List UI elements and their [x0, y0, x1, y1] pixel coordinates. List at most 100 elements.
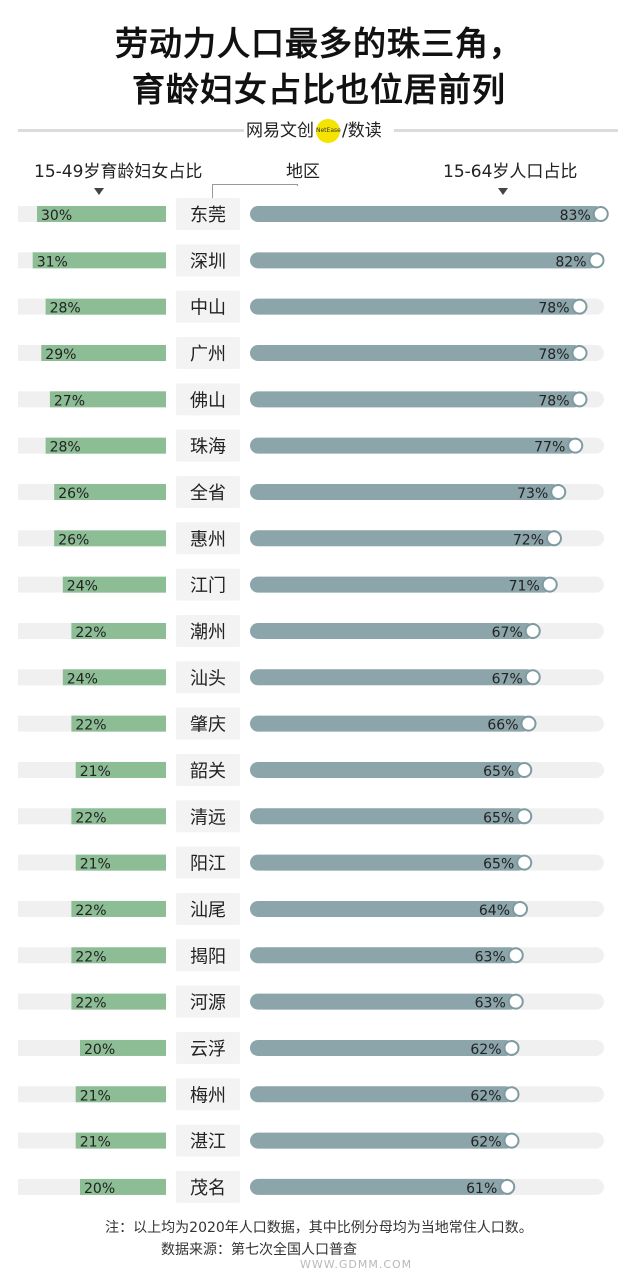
- left-bar-label: 28%: [50, 301, 81, 317]
- left-bar: [62, 576, 166, 593]
- right-bar-label: 77%: [534, 440, 565, 456]
- left-bar: [75, 761, 166, 778]
- right-bar: [250, 206, 603, 222]
- chart-area: 30% 东莞 83% 31% 深圳 82% 28% 中山 78% 29% 广州 78% 27% 佛山 78%…: [18, 198, 609, 1203]
- left-bar: [49, 391, 166, 408]
- right-bar-label: 62%: [470, 1088, 501, 1104]
- left-bar-label: 24%: [67, 579, 98, 595]
- right-bar-label: 67%: [492, 625, 523, 641]
- right-bar-end-marker: [512, 900, 528, 917]
- right-bar-label: 73%: [517, 486, 548, 502]
- right-bar-label: 72%: [513, 532, 544, 548]
- left-bar: [71, 808, 166, 825]
- footnote: 注：以上均为2020年人口数据，其中比例分母均为当地常住人口数。: [105, 1220, 533, 1236]
- right-bar: [250, 530, 556, 547]
- category-box: [176, 475, 240, 508]
- right-bar-label: 64%: [479, 903, 510, 919]
- left-bar: [80, 1039, 166, 1056]
- category-box: [176, 290, 240, 323]
- right-bar-end-marker: [516, 761, 533, 778]
- category-label: 云浮: [190, 1039, 226, 1060]
- left-bar: [71, 993, 166, 1010]
- left-bar: [32, 252, 167, 269]
- left-bar-label: 31%: [37, 254, 68, 270]
- right-bar: [250, 298, 582, 315]
- left-bar-label: 26%: [58, 532, 89, 548]
- category-box: [176, 846, 240, 879]
- right-bar-label: 82%: [555, 254, 586, 270]
- left-bar-label: 20%: [84, 1181, 115, 1197]
- category-label: 惠州: [190, 529, 226, 550]
- right-bar-end-marker: [520, 715, 537, 732]
- right-bar-label: 63%: [475, 949, 506, 965]
- left-bar: [54, 483, 167, 500]
- category-label: 梅州: [190, 1085, 226, 1106]
- chart-title-line1: 劳动力人口最多的珠三角，: [115, 24, 523, 63]
- left-bar: [71, 900, 166, 917]
- header-connector-tick: [297, 184, 298, 186]
- right-bar-end-marker: [524, 669, 541, 686]
- right-bar-label: 66%: [487, 718, 518, 734]
- right-bar-label: 62%: [470, 1135, 501, 1151]
- right-bar-label: 78%: [538, 393, 569, 409]
- right-bar-end-marker: [524, 622, 541, 639]
- right-bar-label: 65%: [483, 810, 514, 826]
- right-bar-label: 71%: [509, 579, 540, 595]
- category-box: [176, 383, 240, 416]
- category-box: [176, 336, 240, 369]
- left-bar: [37, 206, 166, 222]
- right-bar-label: 65%: [483, 764, 514, 780]
- header-connector-vertical: [212, 184, 213, 198]
- right-bar-end-marker: [571, 344, 588, 361]
- category-box: [176, 1170, 240, 1203]
- left-bar-label: 20%: [84, 1042, 115, 1058]
- right-bar: [250, 715, 531, 732]
- left-bar-label: 22%: [75, 996, 106, 1012]
- left-bar: [75, 1086, 166, 1103]
- data-source: 数据来源：第七次全国人口普查: [161, 1242, 357, 1258]
- brand-badge-icon: NetEase: [316, 119, 341, 143]
- category-box: [176, 614, 240, 647]
- right-bar-end-marker: [503, 1086, 520, 1103]
- right-bar-end-marker: [507, 947, 524, 964]
- right-bar: [250, 1039, 514, 1056]
- left-bar: [75, 1132, 166, 1149]
- watermark: WWW.GDMM.COM: [300, 1258, 413, 1271]
- left-bar-label: 21%: [80, 764, 111, 780]
- right-bar-end-marker: [546, 530, 562, 547]
- brand-divider-right: [394, 129, 618, 132]
- right-bar: [250, 344, 582, 361]
- header-left-series: 15-49岁育龄妇女占比: [34, 162, 203, 182]
- left-bar-label: 22%: [75, 810, 106, 826]
- header-region: 地区: [286, 162, 320, 182]
- left-bar-label: 22%: [75, 903, 106, 919]
- right-bar-end-marker: [516, 808, 533, 825]
- right-bar-end-marker: [571, 298, 588, 315]
- category-label: 潮州: [190, 622, 226, 643]
- category-box: [176, 1031, 240, 1064]
- right-bar-end-marker: [499, 1178, 516, 1195]
- right-bar: [250, 947, 518, 964]
- right-bar: [250, 900, 522, 917]
- right-bar-end-marker: [507, 993, 524, 1010]
- right-bar-end-marker: [503, 1039, 520, 1056]
- left-bar: [54, 530, 167, 547]
- left-bar-label: 22%: [75, 949, 106, 965]
- left-bar: [71, 947, 166, 964]
- category-box: [176, 707, 240, 740]
- left-bar-label: 26%: [58, 486, 89, 502]
- left-bar-label: 22%: [75, 718, 106, 734]
- right-bar: [250, 437, 578, 454]
- category-label: 阳江: [190, 854, 226, 875]
- right-bar: [250, 1178, 510, 1195]
- category-label: 揭阳: [190, 946, 226, 967]
- category-label: 珠海: [190, 437, 226, 458]
- right-bar-label: 78%: [538, 301, 569, 317]
- left-bar-label: 22%: [75, 625, 106, 641]
- category-label: 佛山: [190, 390, 226, 411]
- category-label: 汕头: [190, 668, 226, 689]
- left-bar: [45, 437, 166, 454]
- left-bar-label: 27%: [54, 393, 85, 409]
- left-bar-label: 29%: [45, 347, 76, 363]
- left-bar-label: 21%: [80, 857, 111, 873]
